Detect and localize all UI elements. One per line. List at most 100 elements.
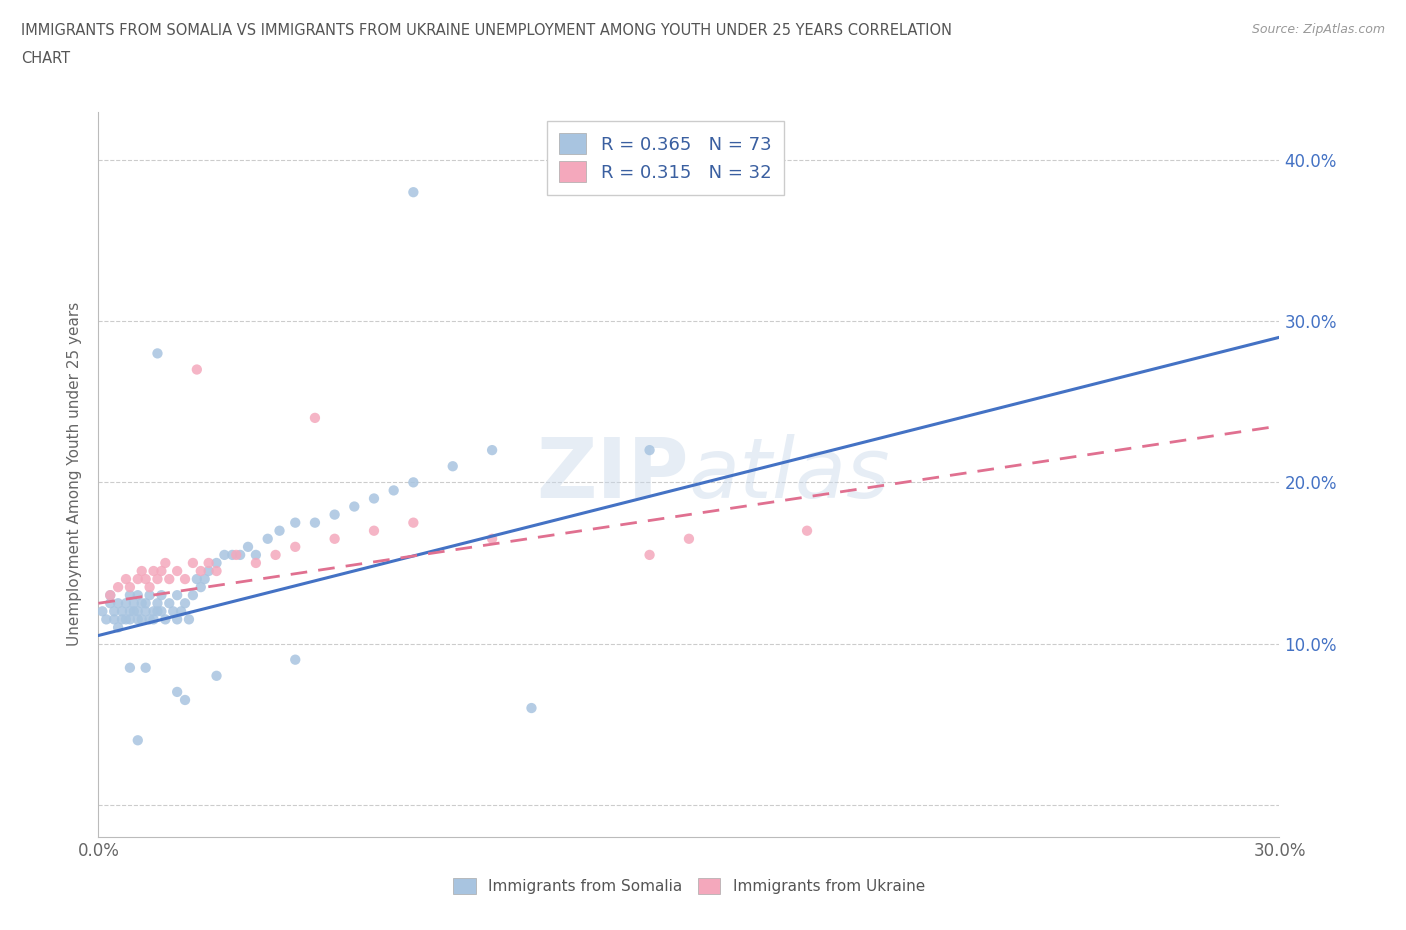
Point [111,612,134,627]
Point [174,572,197,587]
Point [118,588,141,603]
Point [166,588,188,603]
Point [214,548,236,563]
Point [402,475,425,490]
Point [146,596,169,611]
Point [323,507,346,522]
Point [118,660,141,675]
Point [323,531,346,546]
Point [115,612,138,627]
Point [678,531,700,546]
Point [205,555,228,570]
Text: Source: ZipAtlas.com: Source: ZipAtlas.com [1251,23,1385,36]
Point [363,524,385,538]
Point [98,588,121,603]
Point [135,572,157,587]
Point [142,604,165,618]
Point [146,604,169,618]
Point [127,612,149,627]
Point [170,604,193,618]
Point [186,572,208,587]
Point [118,604,141,618]
Point [122,604,145,618]
Point [131,564,153,578]
Point [205,669,228,684]
Point [284,515,307,530]
Point [98,596,121,611]
Point [127,733,149,748]
Point [142,612,165,627]
Point [103,612,125,627]
Point [264,548,287,563]
Point [166,564,188,578]
Point [166,684,188,699]
Point [245,548,267,563]
Point [225,548,247,563]
Point [138,612,160,627]
Point [382,483,405,498]
Point [205,564,228,578]
Point [146,346,169,361]
Point [269,524,291,538]
Point [284,652,307,667]
Y-axis label: Unemployment Among Youth under 25 years: Unemployment Among Youth under 25 years [67,302,83,646]
Point [284,539,307,554]
Text: atlas: atlas [689,433,890,515]
Point [135,596,157,611]
Point [221,548,243,563]
Point [118,579,141,594]
Point [343,499,366,514]
Point [304,410,326,425]
Point [190,564,212,578]
Point [157,572,180,587]
Point [142,564,165,578]
Point [363,491,385,506]
Point [197,564,219,578]
Point [91,604,114,618]
Point [157,596,180,611]
Legend: Immigrants from Somalia, Immigrants from Ukraine: Immigrants from Somalia, Immigrants from… [446,870,932,902]
Point [166,612,188,627]
Point [236,539,259,554]
Point [177,612,200,627]
Point [796,524,818,538]
Point [127,572,149,587]
Text: IMMIGRANTS FROM SOMALIA VS IMMIGRANTS FROM UKRAINE UNEMPLOYMENT AMONG YOUTH UNDE: IMMIGRANTS FROM SOMALIA VS IMMIGRANTS FR… [21,23,952,38]
Point [127,588,149,603]
Point [118,612,141,627]
Point [197,555,219,570]
Point [155,612,177,627]
Point [98,588,121,603]
Point [256,531,278,546]
Point [150,564,173,578]
Point [107,620,129,635]
Point [520,700,543,715]
Point [174,693,197,708]
Point [107,596,129,611]
Point [122,596,145,611]
Point [304,515,326,530]
Point [111,604,134,618]
Point [190,579,212,594]
Point [131,596,153,611]
Point [181,555,204,570]
Point [402,515,425,530]
Point [245,555,267,570]
Point [107,579,129,594]
Point [402,185,425,200]
Point [638,548,661,563]
Point [96,612,118,627]
Point [138,579,160,594]
Point [481,443,503,458]
Point [135,604,157,618]
Text: ZIP: ZIP [537,433,689,515]
Point [131,612,153,627]
Point [481,531,503,546]
Text: CHART: CHART [21,51,70,66]
Point [127,604,149,618]
Point [150,604,173,618]
Point [103,604,125,618]
Point [638,443,661,458]
Point [146,572,169,587]
Point [186,362,208,377]
